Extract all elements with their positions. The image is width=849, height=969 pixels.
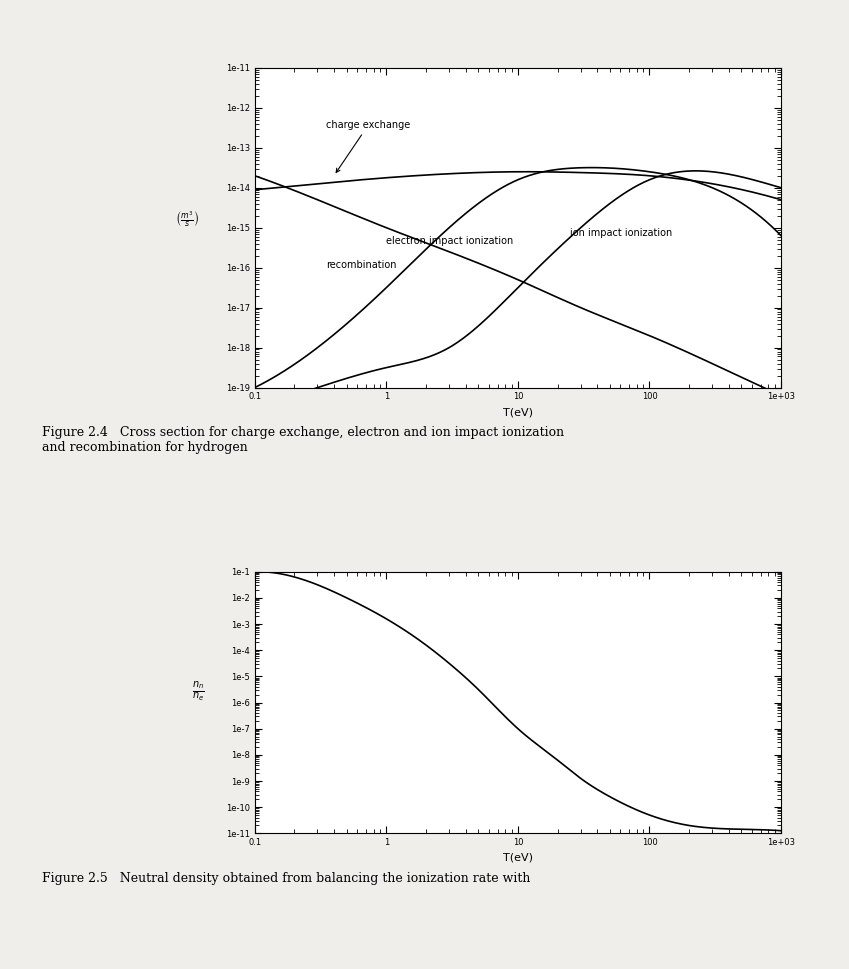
Text: recombination: recombination: [326, 218, 396, 269]
Y-axis label: $\frac{n_n}{n_e}$: $\frac{n_n}{n_e}$: [192, 679, 205, 703]
X-axis label: T(eV): T(eV): [503, 853, 533, 862]
Text: Figure 2.4   Cross section for charge exchange, electron and ion impact ionizati: Figure 2.4 Cross section for charge exch…: [42, 426, 565, 454]
X-axis label: T(eV): T(eV): [503, 407, 533, 417]
Y-axis label: $\left(\frac{m^3}{s}\right)$: $\left(\frac{m^3}{s}\right)$: [175, 208, 199, 228]
Text: Figure 2.5   Neutral density obtained from balancing the ionization rate with: Figure 2.5 Neutral density obtained from…: [42, 872, 531, 885]
Text: electron impact ionization: electron impact ionization: [386, 223, 514, 246]
Text: charge exchange: charge exchange: [326, 120, 411, 172]
Text: ion impact ionization: ion impact ionization: [571, 189, 687, 237]
